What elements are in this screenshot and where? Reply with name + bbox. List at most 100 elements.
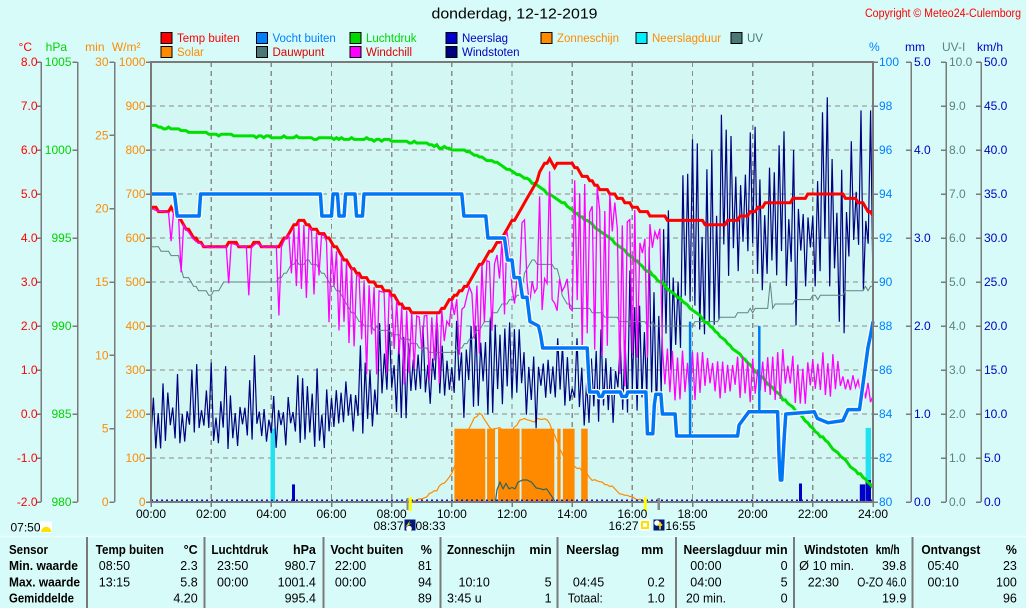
svg-text:00:00: 00:00 bbox=[136, 507, 166, 521]
svg-text:200: 200 bbox=[125, 407, 145, 421]
svg-text:Neerslagduur: Neerslagduur bbox=[652, 33, 721, 45]
svg-text:84: 84 bbox=[879, 407, 893, 421]
svg-text:300: 300 bbox=[125, 363, 145, 377]
svg-text:10:00: 10:00 bbox=[437, 507, 467, 521]
svg-text:5: 5 bbox=[781, 576, 788, 590]
svg-text:985: 985 bbox=[51, 407, 71, 421]
svg-text:2.0: 2.0 bbox=[21, 319, 38, 333]
svg-text:00:00: 00:00 bbox=[335, 576, 366, 590]
svg-text:%: % bbox=[421, 543, 432, 557]
svg-text:1.0: 1.0 bbox=[648, 592, 665, 606]
svg-text:14:00: 14:00 bbox=[557, 507, 587, 521]
svg-text:20:00: 20:00 bbox=[738, 507, 768, 521]
svg-text:08:37: 08:37 bbox=[373, 519, 403, 533]
svg-text:4.20: 4.20 bbox=[173, 592, 197, 606]
svg-text:96: 96 bbox=[1003, 592, 1017, 606]
svg-text:6.0: 6.0 bbox=[21, 143, 38, 157]
svg-text:100: 100 bbox=[125, 451, 145, 465]
svg-text:06:00: 06:00 bbox=[316, 507, 346, 521]
svg-text:0.0: 0.0 bbox=[914, 495, 931, 509]
svg-text:400: 400 bbox=[125, 319, 145, 333]
svg-text:12:00: 12:00 bbox=[497, 507, 527, 521]
svg-text:3.0: 3.0 bbox=[21, 275, 38, 289]
svg-text:00:00: 00:00 bbox=[217, 576, 248, 590]
svg-text:°C: °C bbox=[184, 543, 198, 557]
svg-text:8.0: 8.0 bbox=[21, 55, 38, 69]
svg-text:donderdag, 12-12-2019: donderdag, 12-12-2019 bbox=[432, 6, 598, 23]
svg-text:Windchill: Windchill bbox=[366, 47, 412, 59]
svg-text:10: 10 bbox=[95, 348, 109, 362]
svg-text:94: 94 bbox=[879, 187, 893, 201]
svg-text:-1.0: -1.0 bbox=[17, 451, 38, 465]
svg-text:Solar: Solar bbox=[177, 47, 204, 59]
svg-text:Ontvangst: Ontvangst bbox=[921, 543, 981, 557]
svg-text:Min. waarde: Min. waarde bbox=[9, 559, 78, 573]
svg-text:Neerslagduur: Neerslagduur bbox=[684, 543, 762, 557]
svg-text:4.0: 4.0 bbox=[21, 231, 38, 245]
svg-text:19.9: 19.9 bbox=[882, 592, 906, 606]
svg-text:Temp buiten: Temp buiten bbox=[177, 33, 240, 45]
svg-text:700: 700 bbox=[125, 187, 145, 201]
svg-text:23:50: 23:50 bbox=[217, 559, 248, 573]
svg-text:Vocht buiten: Vocht buiten bbox=[330, 543, 403, 557]
svg-text:9.0: 9.0 bbox=[949, 99, 966, 113]
svg-text:Dauwpunt: Dauwpunt bbox=[273, 47, 326, 59]
svg-text:5.8: 5.8 bbox=[180, 576, 197, 590]
svg-text:900: 900 bbox=[125, 99, 145, 113]
svg-text:35.0: 35.0 bbox=[984, 187, 1008, 201]
svg-text:24:00: 24:00 bbox=[858, 507, 888, 521]
svg-text:Totaal:: Totaal: bbox=[568, 592, 603, 606]
svg-text:100: 100 bbox=[996, 576, 1017, 590]
svg-text:16:55: 16:55 bbox=[666, 519, 696, 533]
svg-text:05:40: 05:40 bbox=[928, 559, 959, 573]
svg-text:Windstoten: Windstoten bbox=[462, 47, 520, 59]
svg-text:6.0: 6.0 bbox=[949, 231, 966, 245]
svg-text:1000: 1000 bbox=[45, 143, 72, 157]
svg-text:W/m²: W/m² bbox=[112, 40, 141, 54]
svg-text:96: 96 bbox=[879, 143, 893, 157]
svg-text:25: 25 bbox=[95, 128, 109, 142]
svg-text:1.0: 1.0 bbox=[949, 451, 966, 465]
svg-text:min: min bbox=[85, 40, 104, 54]
svg-text:22:30: 22:30 bbox=[808, 576, 839, 590]
svg-text:3:45 u: 3:45 u bbox=[447, 592, 482, 606]
svg-text:Windstoten: Windstoten bbox=[804, 543, 868, 557]
svg-text:25.0: 25.0 bbox=[984, 275, 1008, 289]
svg-text:1.0: 1.0 bbox=[914, 407, 931, 421]
svg-text:1001.4: 1001.4 bbox=[278, 576, 316, 590]
svg-text:980.7: 980.7 bbox=[285, 559, 316, 573]
svg-text:08:50: 08:50 bbox=[99, 559, 130, 573]
svg-text:2.3: 2.3 bbox=[180, 559, 197, 573]
svg-text:UV-I: UV-I bbox=[942, 40, 965, 54]
svg-text:04:00: 04:00 bbox=[256, 507, 286, 521]
svg-text:°C: °C bbox=[19, 40, 33, 54]
svg-text:Neerslag: Neerslag bbox=[462, 33, 508, 45]
svg-text:5: 5 bbox=[102, 422, 109, 436]
svg-text:0.0: 0.0 bbox=[949, 495, 966, 509]
svg-text:980: 980 bbox=[51, 495, 71, 509]
svg-text:Neerslag: Neerslag bbox=[566, 543, 619, 557]
svg-text:1.0: 1.0 bbox=[21, 363, 38, 377]
svg-text:Ø 10 min.: Ø 10 min. bbox=[799, 559, 854, 573]
svg-text:4.0: 4.0 bbox=[914, 143, 931, 157]
svg-text:90: 90 bbox=[879, 275, 893, 289]
svg-text:5.0: 5.0 bbox=[914, 55, 931, 69]
svg-text:hPa: hPa bbox=[46, 40, 68, 54]
svg-text:10.0: 10.0 bbox=[984, 407, 1008, 421]
svg-text:0.2: 0.2 bbox=[648, 576, 665, 590]
svg-text:0: 0 bbox=[139, 495, 146, 509]
svg-text:5.0: 5.0 bbox=[984, 451, 1001, 465]
svg-text:92: 92 bbox=[879, 231, 893, 245]
svg-text:10.0: 10.0 bbox=[949, 55, 973, 69]
svg-text:Zonneschijn: Zonneschijn bbox=[447, 543, 515, 557]
svg-text:mm: mm bbox=[905, 40, 925, 54]
svg-text:2.0: 2.0 bbox=[914, 319, 931, 333]
svg-text:3.0: 3.0 bbox=[949, 363, 966, 377]
svg-text:45.0: 45.0 bbox=[984, 99, 1008, 113]
svg-text:0: 0 bbox=[781, 559, 788, 573]
svg-text:3.0: 3.0 bbox=[914, 231, 931, 245]
svg-text:98: 98 bbox=[879, 99, 893, 113]
svg-text:04:00: 04:00 bbox=[690, 576, 721, 590]
svg-text:800: 800 bbox=[125, 143, 145, 157]
svg-text:5.0: 5.0 bbox=[949, 275, 966, 289]
